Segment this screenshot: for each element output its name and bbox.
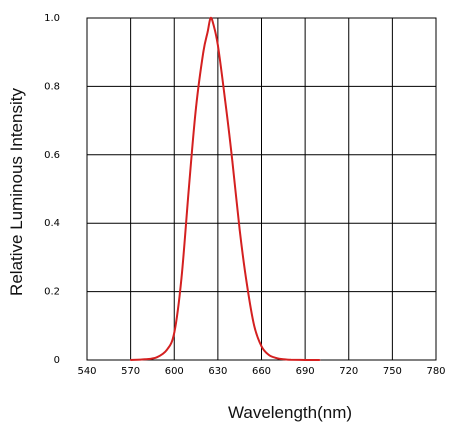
x-axis-ticks: 540 570 600 630 660 690 720 750 780 — [77, 366, 445, 377]
x-tick-label: 780 — [426, 366, 445, 377]
plot-frame — [86, 17, 437, 361]
y-tick-label: 1.0 — [44, 13, 60, 24]
data-point — [173, 331, 176, 334]
data-point — [206, 30, 209, 33]
x-tick-label: 720 — [339, 366, 358, 377]
data-point — [180, 277, 183, 279]
data-point — [260, 345, 263, 348]
data-points — [129, 17, 321, 361]
data-point — [217, 44, 219, 47]
data-point — [187, 188, 190, 190]
y-tick-label: 0.2 — [44, 287, 60, 298]
data-point — [267, 354, 270, 356]
y-axis-ticks: 0 0.2 0.4 0.6 0.8 1.0 — [44, 13, 60, 366]
x-tick-label: 660 — [252, 366, 271, 377]
x-tick-label: 600 — [165, 366, 184, 377]
x-tick-label: 570 — [121, 366, 140, 377]
data-point — [289, 358, 292, 361]
data-point — [231, 160, 234, 163]
data-point — [224, 99, 226, 101]
data-point — [282, 358, 285, 361]
series-line — [130, 16, 320, 362]
y-axis-title: Relative Luminous Intensity — [7, 88, 26, 296]
y-tick-label: 0.6 — [44, 150, 60, 161]
x-axis-title: Wavelength(nm) — [228, 403, 352, 422]
y-tick-label: 0 — [54, 355, 60, 366]
data-point — [202, 51, 205, 53]
x-tick-label: 750 — [383, 366, 402, 377]
data-point — [166, 348, 168, 351]
data-point — [253, 325, 256, 327]
data-point — [195, 106, 197, 108]
y-tick-label: 0.4 — [44, 218, 60, 229]
data-point — [246, 283, 248, 286]
data-point — [156, 356, 158, 359]
data-point — [129, 359, 132, 361]
data-point — [144, 358, 146, 361]
data-point — [212, 24, 215, 26]
y-tick-label: 0.8 — [44, 81, 60, 92]
grid — [87, 18, 436, 360]
data-point — [304, 359, 306, 361]
data-point — [209, 17, 212, 19]
x-tick-label: 630 — [208, 366, 227, 377]
data-point — [238, 229, 241, 231]
x-tick-label: 540 — [77, 366, 96, 377]
x-tick-label: 690 — [296, 366, 315, 377]
data-point — [318, 359, 321, 361]
data-point — [275, 357, 277, 359]
